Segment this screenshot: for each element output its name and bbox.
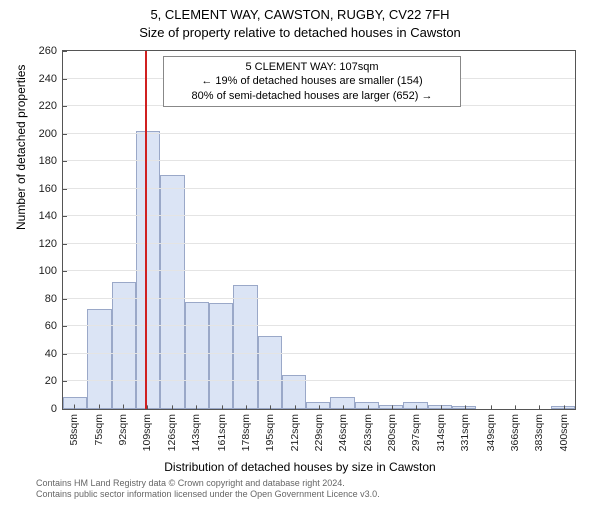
x-tick-label: 178sqm — [240, 409, 252, 451]
histogram-bar — [258, 336, 282, 409]
annotation-line: 5 CLEMENT WAY: 107sqm — [170, 60, 454, 74]
gridline — [63, 325, 575, 326]
histogram-bar — [112, 282, 136, 409]
x-tick-label: 161sqm — [216, 409, 228, 451]
y-tick-label: 220 — [39, 100, 63, 112]
x-tick-label: 349sqm — [485, 409, 497, 451]
y-tick-label: 40 — [45, 348, 63, 360]
x-tick-label: 126sqm — [166, 409, 178, 451]
gridline — [63, 353, 575, 354]
y-tick-label: 120 — [39, 238, 63, 250]
x-tick-label: 263sqm — [362, 409, 374, 451]
gridline — [63, 380, 575, 381]
x-tick-label: 383sqm — [533, 409, 545, 451]
x-tick-label: 143sqm — [190, 409, 202, 451]
gridline — [63, 270, 575, 271]
gridline — [63, 133, 575, 134]
x-axis-label: Distribution of detached houses by size … — [0, 460, 600, 474]
gridline — [63, 298, 575, 299]
x-tick-label: 195sqm — [264, 409, 276, 451]
footer-line2: Contains public sector information licen… — [36, 489, 380, 500]
histogram-bar — [63, 397, 87, 409]
histogram-bar — [355, 402, 379, 409]
histogram-bar — [160, 175, 184, 409]
y-tick-label: 160 — [39, 183, 63, 195]
title-line2: Size of property relative to detached ho… — [0, 24, 600, 42]
annotation-line: ← 19% of detached houses are smaller (15… — [170, 74, 454, 88]
histogram-bar — [233, 285, 257, 409]
plot-area: 02040608010012014016018020022024026058sq… — [62, 50, 576, 410]
gridline — [63, 160, 575, 161]
y-tick-label: 240 — [39, 73, 63, 85]
x-tick-label: 212sqm — [289, 409, 301, 451]
y-axis-label: Number of detached properties — [14, 65, 28, 230]
x-tick-label: 331sqm — [459, 409, 471, 451]
reference-line — [145, 51, 147, 409]
annotation-box: 5 CLEMENT WAY: 107sqm← 19% of detached h… — [163, 56, 461, 107]
y-tick-label: 60 — [45, 320, 63, 332]
x-tick-label: 400sqm — [558, 409, 570, 451]
x-tick-label: 229sqm — [313, 409, 325, 451]
x-tick-label: 297sqm — [410, 409, 422, 451]
chart-title: 5, CLEMENT WAY, CAWSTON, RUGBY, CV22 7FH… — [0, 6, 600, 41]
x-tick-label: 58sqm — [68, 409, 80, 446]
y-tick-label: 260 — [39, 45, 63, 57]
histogram-bar — [87, 309, 111, 410]
gridline — [63, 215, 575, 216]
annotation-line: 80% of semi-detached houses are larger (… — [170, 89, 454, 103]
x-tick-label: 92sqm — [117, 409, 129, 446]
gridline — [63, 243, 575, 244]
histogram-bar — [209, 303, 233, 409]
chart-container: 5, CLEMENT WAY, CAWSTON, RUGBY, CV22 7FH… — [0, 6, 600, 506]
x-tick-label: 75sqm — [93, 409, 105, 446]
y-tick-label: 200 — [39, 128, 63, 140]
footer-line1: Contains HM Land Registry data © Crown c… — [36, 478, 380, 489]
x-tick-label: 366sqm — [509, 409, 521, 451]
x-tick-label: 314sqm — [435, 409, 447, 451]
y-tick-label: 180 — [39, 155, 63, 167]
y-tick-label: 0 — [51, 403, 63, 415]
y-tick-label: 140 — [39, 210, 63, 222]
y-tick-label: 100 — [39, 265, 63, 277]
footer: Contains HM Land Registry data © Crown c… — [36, 478, 380, 501]
title-line1: 5, CLEMENT WAY, CAWSTON, RUGBY, CV22 7FH — [0, 6, 600, 24]
y-tick-label: 80 — [45, 293, 63, 305]
gridline — [63, 188, 575, 189]
y-tick-label: 20 — [45, 375, 63, 387]
x-tick-label: 280sqm — [386, 409, 398, 451]
x-tick-label: 109sqm — [141, 409, 153, 451]
histogram-bar — [185, 302, 209, 409]
x-tick-label: 246sqm — [337, 409, 349, 451]
